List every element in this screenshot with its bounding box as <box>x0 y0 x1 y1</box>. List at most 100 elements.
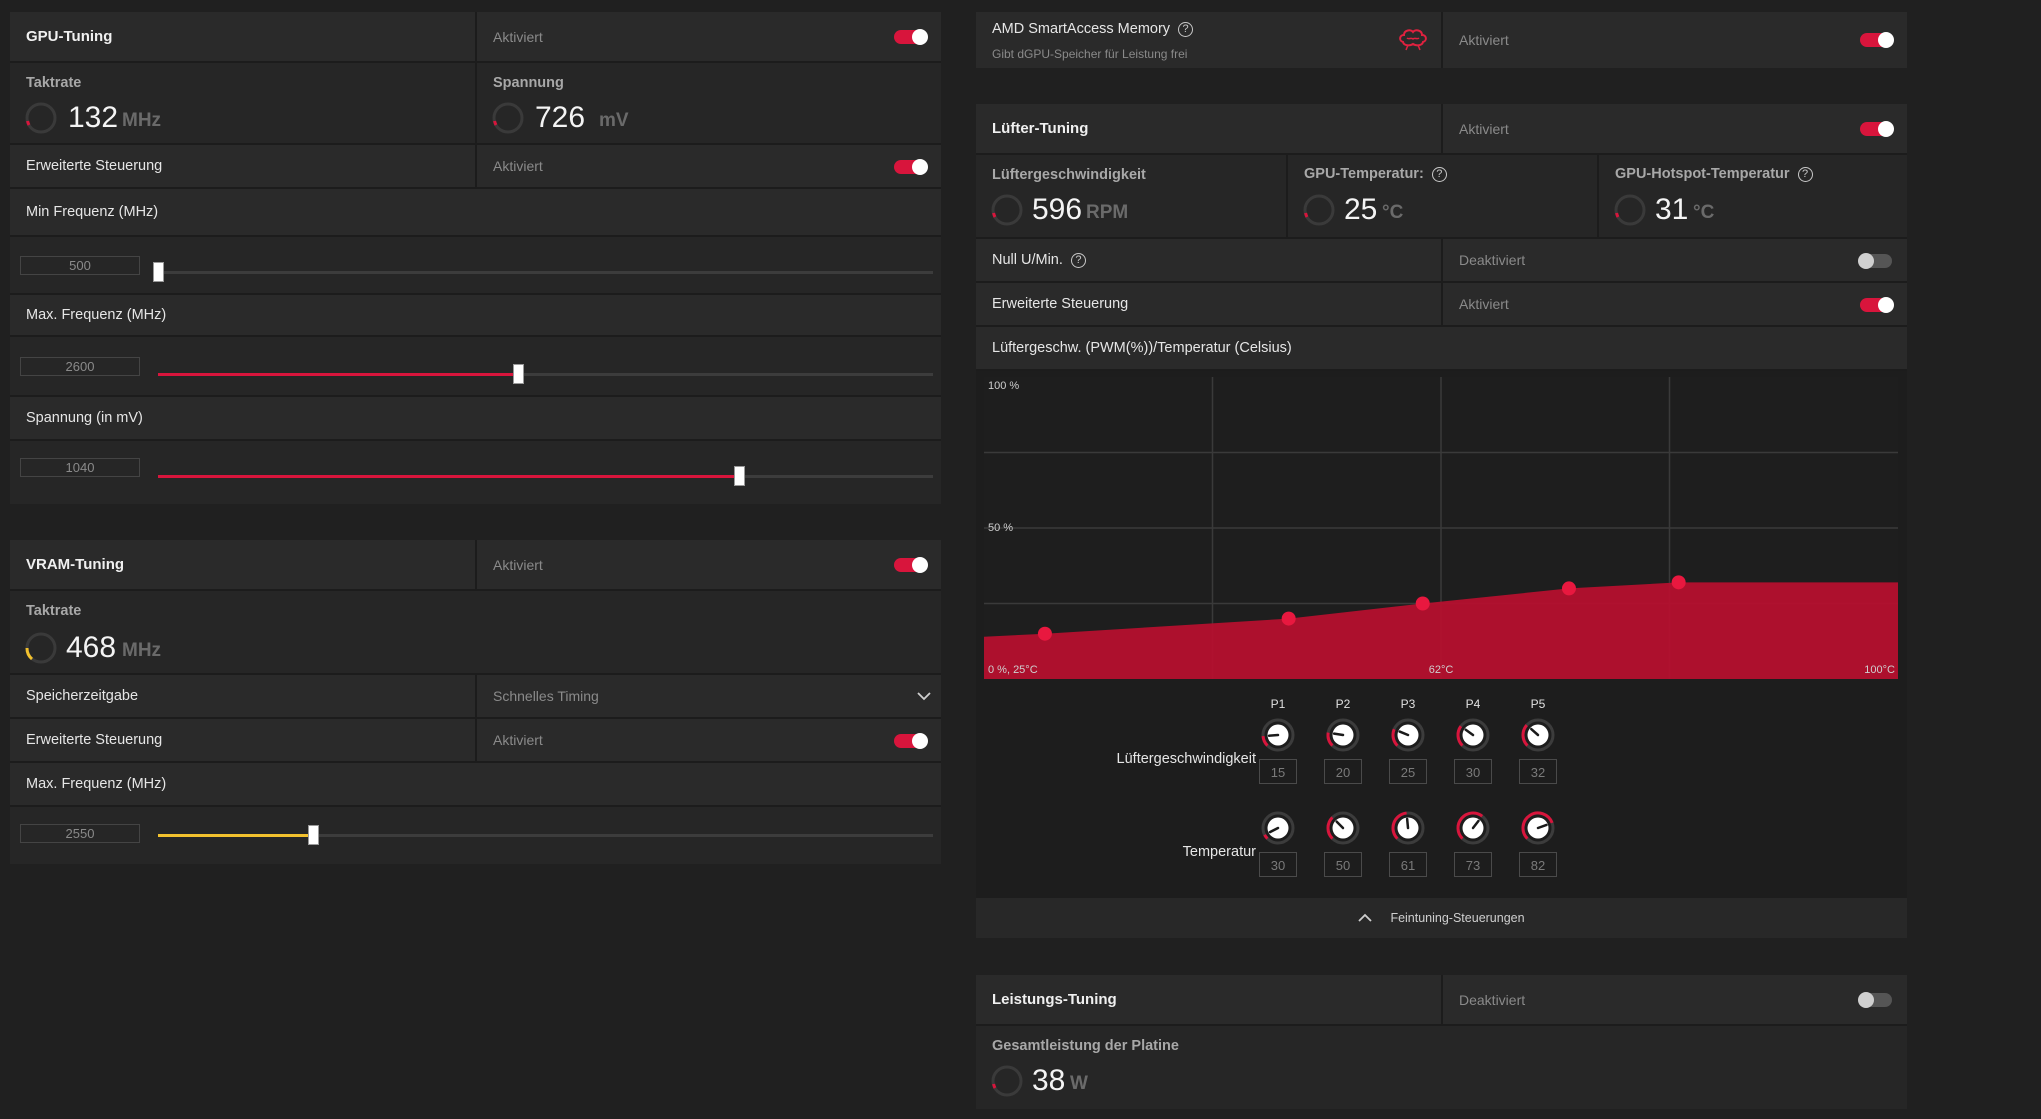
temperature-knob-p3[interactable] <box>1390 810 1426 846</box>
fan-speed-knob-p1[interactable] <box>1260 717 1296 753</box>
fan-speed-input-p1[interactable]: 15 <box>1259 759 1297 784</box>
vram-tuning-toggle[interactable] <box>894 557 928 573</box>
vram-advanced-row: Erweiterte Steuerung Aktiviert <box>10 719 941 763</box>
fan-speed-knob-p2[interactable] <box>1325 717 1361 753</box>
gpu-advanced-status: Aktiviert <box>493 158 543 174</box>
vram-max-freq-input[interactable]: 2550 <box>20 824 140 843</box>
vram-clock-unit: MHz <box>122 640 162 661</box>
power-tuning-header: Leistungs-Tuning Deaktiviert <box>976 975 1907 1026</box>
temperature-knob-p2[interactable] <box>1325 810 1361 846</box>
min-freq-slider[interactable] <box>153 262 933 282</box>
vram-tuning-header: VRAM-Tuning Aktiviert <box>10 540 941 591</box>
help-icon[interactable]: ? <box>1431 166 1447 182</box>
max-freq-input[interactable]: 2600 <box>20 357 140 376</box>
min-freq-slider-handle[interactable] <box>153 262 164 282</box>
max-freq-slider-handle[interactable] <box>513 364 525 384</box>
fan-curve-area <box>984 582 1898 679</box>
fan-advanced-status: Aktiviert <box>1459 296 1509 312</box>
vram-max-freq-slider-handle[interactable] <box>308 825 319 845</box>
zero-rpm-toggle[interactable] <box>1858 253 1892 269</box>
board-power-label: Gesamtleistung der Platine <box>992 1038 1179 1054</box>
vram-clock-value: 468 <box>66 631 117 664</box>
temperature-knob-p5[interactable] <box>1520 810 1556 846</box>
fan-speed-knob-p4[interactable] <box>1455 717 1491 753</box>
gpu-temp-gauge-icon <box>1303 194 1335 226</box>
vram-advanced-toggle[interactable] <box>894 733 928 749</box>
point-label-p1: P1 <box>1270 697 1286 711</box>
fan-speed-row-label: Lüftergeschwindigkeit <box>1116 751 1256 767</box>
fan-speed-knob-p3[interactable] <box>1390 717 1426 753</box>
power-stats-row: Gesamtleistung der Platine 38 W <box>976 1026 1907 1109</box>
sam-row: AMD SmartAccess Memory ? Gibt dGPU-Speic… <box>976 12 1907 68</box>
gpu-tuning-toggle[interactable] <box>894 29 928 45</box>
voltage-slider-handle[interactable] <box>734 466 746 486</box>
fan-curve-point-4[interactable] <box>1561 581 1576 596</box>
vram-tuning-status: Aktiviert <box>493 556 543 573</box>
min-freq-header: Min Frequenz (MHz) <box>10 189 941 237</box>
voltage-input[interactable]: 1040 <box>20 458 140 477</box>
vram-clock-gauge-icon <box>25 632 57 664</box>
fan-speed-input-p5[interactable]: 32 <box>1519 759 1557 784</box>
fan-advanced-toggle[interactable] <box>1860 297 1894 313</box>
vram-advanced-status: Aktiviert <box>493 732 543 748</box>
gpu-clock-value: 132 <box>68 101 119 134</box>
fan-speed-gauge-icon <box>991 194 1023 226</box>
fan-curve-point-2[interactable] <box>1281 611 1296 626</box>
fan-curve-label: Lüftergeschw. (PWM(%))/Temperatur (Celsi… <box>992 340 1292 356</box>
gpu-advanced-row: Erweiterte Steuerung Aktiviert <box>10 145 941 189</box>
max-freq-slider[interactable] <box>158 364 933 384</box>
fan-curve-chart[interactable]: 100 % 50 % 0 %, 25°C 62°C 100°C <box>984 377 1898 679</box>
gpu-advanced-toggle[interactable] <box>894 159 928 175</box>
help-icon[interactable]: ? <box>1070 252 1086 268</box>
hotspot-temp-label: GPU-Hotspot-Temperatur <box>1615 166 1790 182</box>
x-tick-label-start: 0 %, 25°C <box>988 664 1038 676</box>
vram-max-freq-slider[interactable] <box>158 825 933 845</box>
vram-max-freq-label: Max. Frequenz (MHz) <box>26 776 167 792</box>
help-icon[interactable]: ? <box>1178 21 1194 37</box>
board-power-unit: W <box>1070 1073 1088 1094</box>
temperature-input-p1[interactable]: 30 <box>1259 852 1297 877</box>
chevron-up-icon <box>1358 913 1373 922</box>
fan-speed-input-p2[interactable]: 20 <box>1324 759 1362 784</box>
sam-title: AMD SmartAccess Memory <box>992 21 1171 37</box>
gpu-tuning-panel: GPU-Tuning Aktiviert Taktrate 132 MHz Sp… <box>10 12 941 504</box>
fan-advanced-row: Erweiterte Steuerung Aktiviert <box>976 283 1907 327</box>
voltage-slider-header: Spannung (in mV) <box>10 397 941 441</box>
fan-tuning-toggle[interactable] <box>1860 121 1894 137</box>
gpu-clock-gauge-icon <box>25 102 57 134</box>
gpu-voltage-value: 726 <box>535 101 586 134</box>
min-freq-label: Min Frequenz (MHz) <box>26 204 159 220</box>
voltage-slider-label: Spannung (in mV) <box>26 410 143 426</box>
fan-curve-points: Lüftergeschwindigkeit Temperatur P1 15 30 P… <box>976 681 1907 898</box>
vram-max-freq-header: Max. Frequenz (MHz) <box>10 763 941 807</box>
fan-speed-unit: RPM <box>1086 202 1129 223</box>
temperature-knob-p4[interactable] <box>1455 810 1491 846</box>
hotspot-temp-unit: °C <box>1693 202 1715 223</box>
fan-curve-point-1[interactable] <box>1037 626 1052 641</box>
temperature-input-p5[interactable]: 82 <box>1519 852 1557 877</box>
fan-speed-input-p4[interactable]: 30 <box>1454 759 1492 784</box>
fan-curve-point-5[interactable] <box>1671 575 1686 590</box>
vram-stats-row: Taktrate 468 MHz <box>10 591 941 675</box>
brain-icon <box>1399 29 1427 51</box>
x-tick-label-mid: 62°C <box>1429 664 1454 676</box>
min-freq-slider-row: 500 <box>10 237 941 295</box>
zero-rpm-row: Null U/Min. ? Deaktiviert <box>976 239 1907 283</box>
voltage-slider[interactable] <box>158 466 933 486</box>
fan-speed-input-p3[interactable]: 25 <box>1389 759 1427 784</box>
min-freq-input[interactable]: 500 <box>20 256 140 275</box>
fan-speed-label: Lüftergeschwindigkeit <box>992 167 1146 183</box>
temperature-input-p4[interactable]: 73 <box>1454 852 1492 877</box>
temperature-input-p2[interactable]: 50 <box>1324 852 1362 877</box>
power-tuning-toggle[interactable] <box>1858 992 1892 1008</box>
temperature-knob-p1[interactable] <box>1260 810 1296 846</box>
gpu-tuning-status: Aktiviert <box>493 28 543 45</box>
memory-timing-label: Speicherzeitgabe <box>26 688 139 704</box>
help-icon[interactable]: ? <box>1797 166 1813 182</box>
fan-curve-point-3[interactable] <box>1415 596 1430 611</box>
fine-tune-footer[interactable]: Feintuning-Steuerungen <box>976 898 1907 938</box>
memory-timing-dropdown[interactable]: Schnelles Timing <box>475 675 941 717</box>
temperature-input-p3[interactable]: 61 <box>1389 852 1427 877</box>
sam-toggle[interactable] <box>1860 32 1894 48</box>
fan-speed-knob-p5[interactable] <box>1520 717 1556 753</box>
